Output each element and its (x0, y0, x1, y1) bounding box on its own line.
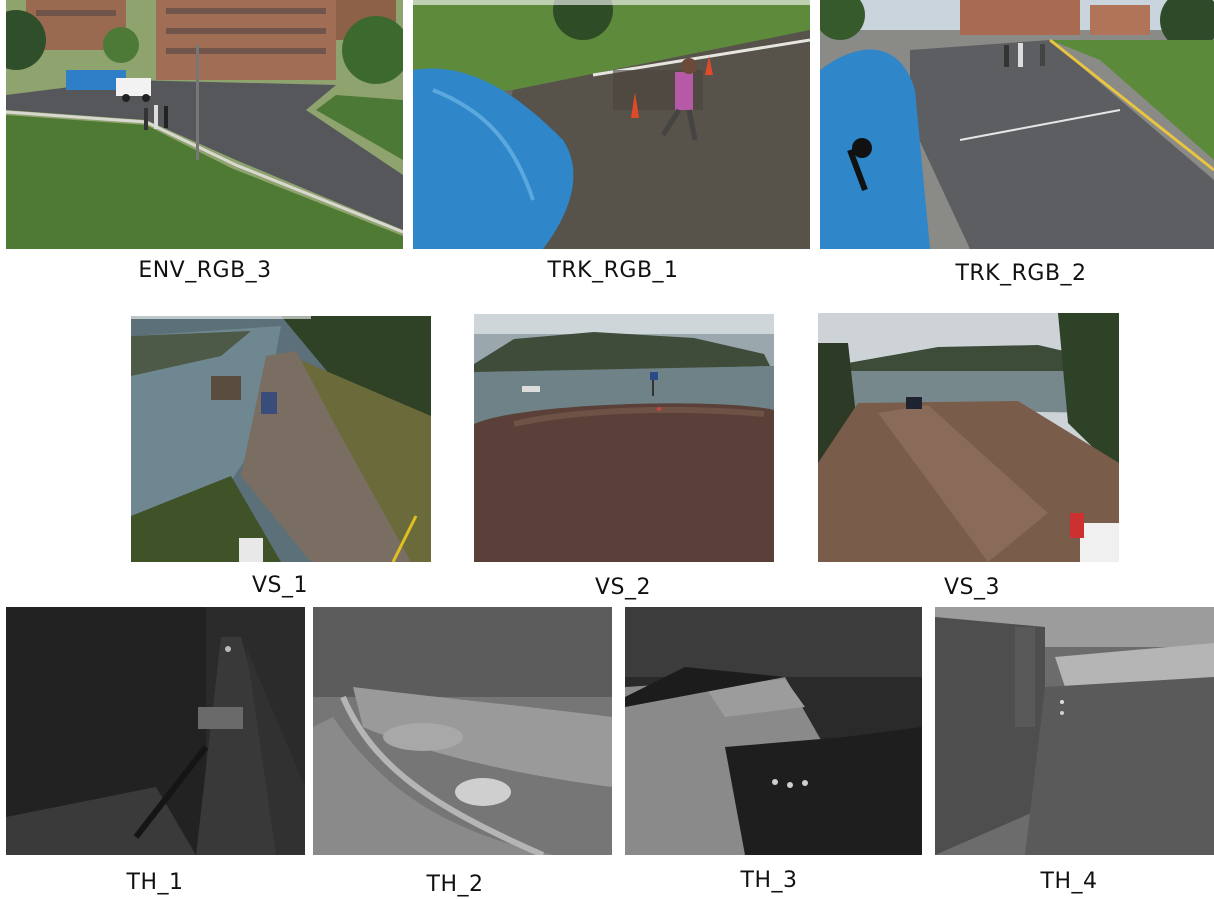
caption-trk-rgb-2: TRK_RGB_2 (955, 261, 1087, 286)
caption-env-rgb-3: ENV_RGB_3 (138, 258, 272, 283)
caption-th-4: TH_4 (1040, 869, 1098, 894)
vs-3-image (818, 313, 1119, 562)
th-4-image (935, 607, 1214, 855)
caption-trk-rgb-1: TRK_RGB_1 (547, 258, 679, 283)
trk-rgb-1-image (413, 0, 810, 249)
caption-th-1: TH_1 (126, 870, 184, 895)
th-3-image (625, 607, 922, 855)
caption-vs-3: VS_3 (943, 575, 1000, 600)
vs-2-image (474, 314, 774, 562)
th-1-image (6, 607, 305, 855)
caption-th-2: TH_2 (426, 872, 484, 897)
vs-1-image (131, 316, 431, 562)
caption-vs-2: VS_2 (594, 575, 651, 600)
caption-vs-1: VS_1 (251, 573, 308, 598)
env-rgb-3-image (6, 0, 403, 249)
trk-rgb-2-image (820, 0, 1214, 249)
th-2-image (313, 607, 612, 855)
caption-th-3: TH_3 (740, 868, 798, 893)
